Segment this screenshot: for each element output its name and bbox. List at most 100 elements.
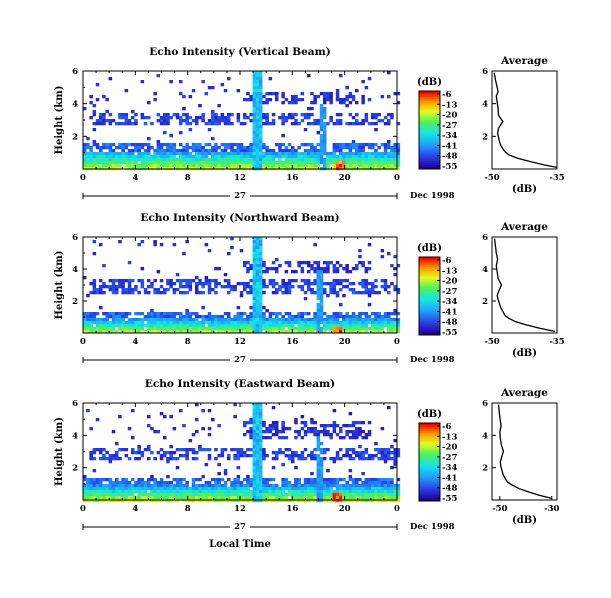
echo-cell <box>259 327 263 331</box>
echo-cell <box>380 327 385 331</box>
echo-cell <box>150 285 154 289</box>
echo-cell <box>143 481 148 485</box>
echo-cell <box>252 155 257 159</box>
echo-cell <box>179 122 183 126</box>
echo-cell <box>329 95 333 99</box>
colorbar-strip <box>419 469 440 473</box>
echo-cell <box>294 149 298 153</box>
echo-cell <box>300 161 305 165</box>
echo-cell <box>131 448 135 452</box>
echo-cell <box>227 454 231 458</box>
echo-cell <box>188 496 193 500</box>
echo-cell <box>259 297 263 301</box>
echo-cell <box>86 294 90 298</box>
echo-cell <box>153 312 157 316</box>
echo-cell <box>319 288 324 292</box>
colorbar-strip <box>419 309 440 313</box>
echo-cell <box>115 146 119 150</box>
echo-cell <box>140 312 145 316</box>
echo-cell <box>131 324 135 328</box>
echo-cell <box>275 318 279 322</box>
echo-cell <box>217 496 221 500</box>
echo-cell <box>223 273 228 277</box>
colorbar-strip <box>419 284 440 287</box>
echo-cell <box>255 487 260 491</box>
echo-cell <box>281 451 285 455</box>
echo-cell <box>345 490 349 494</box>
echo-cell <box>259 71 263 75</box>
echo-cell <box>259 152 263 156</box>
echo-cell <box>153 457 157 461</box>
echo-cell <box>313 327 317 331</box>
echo-cell <box>323 433 327 437</box>
echo-cell <box>291 95 295 99</box>
echo-cell <box>265 490 269 494</box>
echo-cell <box>268 484 273 488</box>
echo-cell <box>172 427 177 431</box>
echo-cell <box>259 104 263 108</box>
echo-cell <box>255 424 260 428</box>
echo-cell <box>108 161 113 165</box>
echo-cell <box>291 161 295 165</box>
echo-cell <box>310 324 314 328</box>
echo-cell <box>195 149 199 153</box>
echo-cell <box>115 312 119 316</box>
echo-cell <box>316 430 321 434</box>
echo-cell <box>377 291 381 295</box>
echo-cell <box>265 493 269 497</box>
echo-cell <box>262 152 266 156</box>
echo-cell <box>374 490 378 494</box>
echo-cell <box>227 490 231 494</box>
echo-cell <box>191 433 196 437</box>
echo-cell <box>348 288 353 292</box>
echo-cell <box>127 261 132 265</box>
echo-cell <box>313 315 317 319</box>
echo-cell <box>294 454 298 458</box>
echo-cell <box>313 448 317 452</box>
echo-cell <box>246 499 250 503</box>
echo-cell <box>348 164 353 168</box>
echo-cell <box>374 155 378 159</box>
echo-cell <box>163 164 167 168</box>
echo-cell <box>223 155 228 159</box>
echo-cell <box>233 161 237 165</box>
echo-cell <box>147 152 151 156</box>
echo-cell <box>159 291 164 295</box>
echo-cell <box>172 243 177 247</box>
echo-cell <box>387 315 391 319</box>
echo-cell <box>153 243 157 247</box>
echo-cell <box>271 155 276 159</box>
echo-cell <box>92 110 97 114</box>
echo-cell <box>313 484 317 488</box>
echo-cell <box>361 430 365 434</box>
echo-cell <box>345 496 349 500</box>
echo-cell <box>249 95 253 99</box>
echo-cell <box>134 113 138 117</box>
echo-cell <box>153 324 157 328</box>
echo-cell <box>275 164 279 168</box>
echo-cell <box>223 143 228 147</box>
colorbar-strip <box>419 130 440 133</box>
echo-cell <box>150 312 154 316</box>
echo-cell <box>207 318 212 322</box>
echo-cell <box>255 255 260 259</box>
echo-cell <box>255 161 260 165</box>
echo-cell <box>367 122 372 126</box>
echo-cell <box>351 267 356 271</box>
echo-cell <box>115 122 119 126</box>
echo-cell <box>111 164 116 168</box>
echo-cell <box>163 493 167 497</box>
colorbar-frame <box>418 422 441 502</box>
echo-cell <box>118 330 122 334</box>
profile-y-tick-label: 2 <box>482 132 488 142</box>
echo-cell <box>127 158 132 162</box>
echo-cell <box>233 403 237 407</box>
echo-cell <box>335 92 340 96</box>
echo-cell <box>185 282 189 286</box>
echo-cell <box>268 427 273 431</box>
echo-cell <box>364 493 369 497</box>
echo-cell <box>236 282 241 286</box>
echo-cell <box>105 487 109 491</box>
echo-cell <box>316 318 321 322</box>
echo-cell <box>329 457 333 461</box>
